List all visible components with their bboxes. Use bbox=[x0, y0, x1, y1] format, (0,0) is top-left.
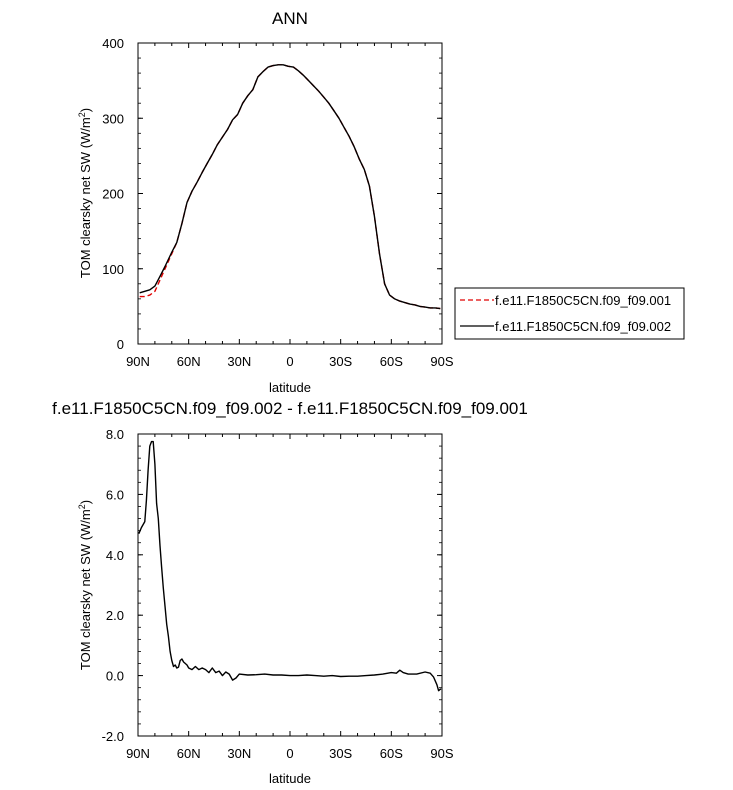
bottom-ytick-label: -2.0 bbox=[102, 729, 124, 744]
bottom-ytick-label: 6.0 bbox=[106, 487, 124, 502]
top-xtick-label: 60S bbox=[380, 354, 403, 369]
bottom-plot-frame bbox=[137, 433, 443, 737]
bottom-chart-title: f.e11.F1850C5CN.f09_f09.002 - f.e11.F185… bbox=[52, 399, 528, 418]
top-chart-title: ANN bbox=[272, 9, 308, 28]
legend-label-001: f.e11.F1850C5CN.f09_f09.001 bbox=[495, 293, 671, 308]
top-ytick-label: 400 bbox=[102, 36, 124, 51]
top-y-axis-label: TOM clearsky net SW (W/m2) bbox=[77, 108, 93, 278]
bottom-xtick-label: 60S bbox=[380, 746, 403, 761]
bottom-ytick-label: 2.0 bbox=[106, 608, 124, 623]
top-series-line-1 bbox=[139, 64, 441, 310]
top-x-axis-label: latitude bbox=[269, 380, 311, 395]
top-plot-area bbox=[139, 64, 441, 310]
legend-label-002: f.e11.F1850C5CN.f09_f09.002 bbox=[495, 319, 671, 334]
top-ytick-label: 0 bbox=[117, 337, 124, 352]
bottom-y-axis-label: TOM clearsky net SW (W/m2) bbox=[77, 500, 93, 670]
top-xtick-label: 60N bbox=[177, 354, 201, 369]
bottom-series-line-1 bbox=[138, 440, 442, 692]
bottom-ytick-label: 4.0 bbox=[106, 548, 124, 563]
top-ytick-label: 300 bbox=[102, 111, 124, 126]
top-xtick-label: 90S bbox=[430, 354, 453, 369]
bottom-axis-ticks: 90N 60N 30N 0 30S 60S 90S -2.0 0.0 2.0 4.0 6.0 8.0 bbox=[102, 427, 454, 761]
bottom-xtick-label: 90N bbox=[126, 746, 150, 761]
top-xtick-label: 90N bbox=[126, 354, 150, 369]
top-xtick-label: 30N bbox=[227, 354, 251, 369]
top-xtick-label: 30S bbox=[329, 354, 352, 369]
bottom-xtick-label: 30N bbox=[227, 746, 251, 761]
top-panel: ANN 90N 60N 30N 0 30S 60S 90S 0 100 200 300 400 lat… bbox=[77, 9, 454, 395]
legend: f.e11.F1850C5CN.f09_f09.001 f.e11.F1850C… bbox=[454, 287, 685, 340]
bottom-xtick-label: 90S bbox=[430, 746, 453, 761]
bottom-xtick-label: 60N bbox=[177, 746, 201, 761]
top-ytick-label: 200 bbox=[102, 187, 124, 202]
bottom-xtick-label: 0 bbox=[286, 746, 293, 761]
top-axis-ticks: 90N 60N 30N 0 30S 60S 90S 0 100 200 300 400 bbox=[102, 36, 454, 369]
legend-box bbox=[454, 287, 685, 340]
bottom-panel: f.e11.F1850C5CN.f09_f09.002 - f.e11.F185… bbox=[52, 399, 528, 786]
bottom-ytick-label: 0.0 bbox=[106, 669, 124, 684]
top-series-line-2 bbox=[139, 64, 441, 310]
bottom-xtick-label: 30S bbox=[329, 746, 352, 761]
top-plot-frame bbox=[137, 42, 443, 345]
bottom-x-axis-label: latitude bbox=[269, 771, 311, 786]
top-ytick-label: 100 bbox=[102, 262, 124, 277]
bottom-plot-area bbox=[138, 440, 442, 692]
bottom-ytick-label: 8.0 bbox=[106, 427, 124, 442]
top-xtick-label: 0 bbox=[286, 354, 293, 369]
